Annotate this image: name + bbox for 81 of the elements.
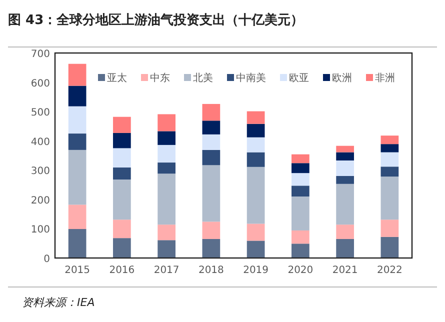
legend-label: 欧亚: [289, 73, 309, 84]
x-tick-label: 2017: [154, 265, 180, 276]
bar: [292, 196, 310, 230]
bar: [292, 154, 310, 164]
bar: [246, 124, 265, 138]
bar: [202, 222, 220, 239]
x-tick-label: 2021: [332, 265, 358, 276]
bar: [336, 152, 354, 160]
bar: [68, 106, 86, 134]
bar: [202, 134, 220, 150]
x-tick-label: 2015: [64, 265, 90, 276]
bar: [202, 165, 220, 222]
x-tick-label: 2016: [109, 265, 135, 276]
bar: [380, 176, 399, 220]
y-tick-label: 400: [30, 136, 50, 148]
y-tick-label: 500: [30, 108, 50, 119]
bar: [380, 236, 399, 258]
legend-label: 中南美: [236, 72, 266, 84]
bar: [68, 86, 86, 106]
y-tick-label: 100: [30, 224, 50, 236]
bar: [246, 166, 265, 224]
chart-title: 图 43：全球分地区上游油气投资支出（十亿美元）: [8, 12, 304, 28]
y-tick-label: 0: [44, 254, 50, 265]
bar: [336, 160, 354, 176]
legend-label: 非洲: [375, 72, 395, 84]
bar: [68, 229, 86, 258]
bar: [380, 152, 399, 167]
bar: [158, 144, 176, 163]
bar: [113, 168, 131, 180]
bar: [113, 148, 131, 168]
bar: [68, 150, 86, 205]
x-tick-label: 2020: [288, 265, 314, 276]
bar: [336, 146, 354, 152]
bar: [158, 114, 176, 132]
y-tick-label: 300: [30, 166, 50, 178]
legend-label: 北美: [193, 72, 213, 84]
bar: [246, 224, 265, 241]
bar: [158, 224, 176, 240]
bar: [336, 238, 354, 258]
bar: [68, 64, 86, 86]
legend-label: 欧洲: [332, 72, 352, 84]
bar: [380, 136, 399, 144]
bar: [246, 137, 265, 152]
text: 资料来源：IEA: [22, 296, 95, 309]
bar: [292, 230, 310, 244]
legend-label: 中东: [150, 72, 170, 84]
bar: [380, 166, 399, 177]
bar: [292, 186, 310, 196]
y-tick-label: 200: [30, 195, 50, 206]
bar: [158, 131, 176, 145]
bar: [292, 173, 310, 186]
bar: [336, 224, 354, 239]
bar: [202, 104, 220, 121]
bar: [380, 220, 399, 237]
bar: [202, 150, 220, 166]
bar: [246, 240, 265, 258]
x-tick-label: 2019: [243, 265, 269, 276]
legend-label: 亚太: [107, 72, 127, 84]
bar: [202, 238, 220, 258]
bar: [113, 238, 131, 258]
bar: [158, 174, 176, 225]
bar: [158, 162, 176, 174]
bar: [202, 120, 220, 134]
x-tick-label: 2018: [198, 265, 224, 276]
bar: [113, 116, 131, 133]
bar: [246, 152, 265, 167]
bar: [246, 111, 265, 124]
bar: [336, 176, 354, 184]
bar: [292, 244, 310, 258]
bar: [113, 180, 131, 220]
bar: [68, 134, 86, 150]
y-tick-label: 600: [30, 78, 50, 90]
bar: [292, 163, 310, 174]
bar: [158, 240, 176, 258]
bar: [336, 184, 354, 225]
bar: [113, 132, 131, 148]
bar: [113, 220, 131, 238]
bar: [68, 204, 86, 230]
y-tick-label: 700: [30, 49, 50, 60]
x-tick-label: 2022: [376, 265, 402, 276]
bar: [380, 144, 399, 152]
